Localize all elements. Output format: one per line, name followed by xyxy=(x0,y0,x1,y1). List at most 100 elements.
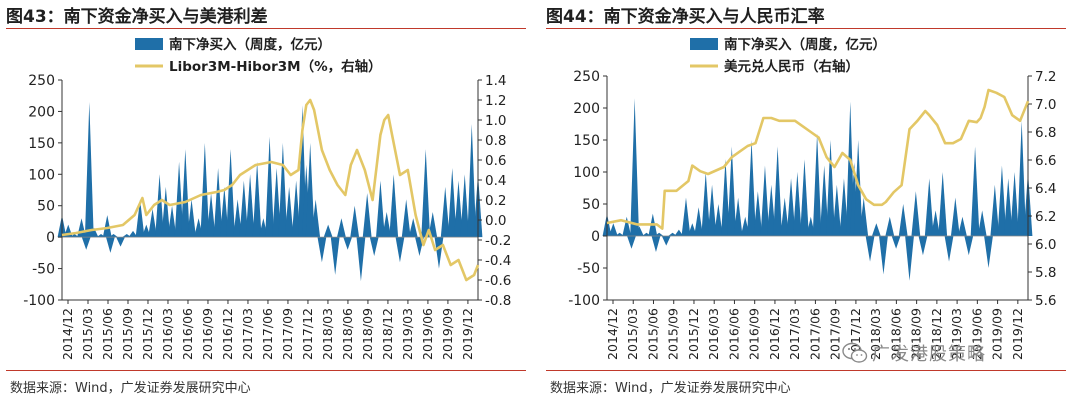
bar xyxy=(167,205,177,238)
x-tick-label: 2016/06 xyxy=(180,308,195,360)
bar xyxy=(687,223,697,236)
bar xyxy=(668,232,677,236)
x-tick-label: 2019/09 xyxy=(440,308,455,360)
title-divider xyxy=(546,28,1066,29)
bar xyxy=(284,186,294,238)
x-tick-label: 2018/06 xyxy=(888,308,903,360)
x-tick-label: 2017/03 xyxy=(787,308,802,360)
bar xyxy=(608,223,618,236)
x-tick-label: 2016/03 xyxy=(706,308,721,360)
x-axis: 2014/12 2015/03 2015/06 2015/09 2015/12 2016/… xyxy=(60,299,478,360)
bar xyxy=(747,140,756,236)
source-note: 数据来源：Wind，广发证券发展研究中心 xyxy=(10,381,251,396)
bar xyxy=(984,236,993,268)
chart-title: 图44：南下资金净买入与人民币汇率 xyxy=(546,7,825,27)
y-tick-label-left: 150 xyxy=(573,133,600,149)
bar xyxy=(871,223,881,236)
x-tick-label: 2017/06 xyxy=(807,308,822,360)
bar xyxy=(707,184,717,236)
y-tick-label-left: 250 xyxy=(573,69,600,85)
bar xyxy=(148,208,157,238)
x-tick-label: 2016/03 xyxy=(160,308,175,360)
x-tick-label: 2017/03 xyxy=(240,308,255,360)
chart-panel-right: 图44：南下资金净买入与人民币汇率 南下净买入（周度，亿元） 美元兑人民币（右轴）… xyxy=(540,0,1080,404)
bar xyxy=(786,178,796,236)
y-tick-label-left: -100 xyxy=(23,293,55,309)
y-tick-label-right: 7.0 xyxy=(1035,97,1056,113)
x-tick-label: 2017/06 xyxy=(260,308,275,360)
x-tick-label: 2015/09 xyxy=(120,308,135,360)
bar xyxy=(226,149,235,238)
y-tick-label-right: 0.2 xyxy=(485,193,506,209)
bar xyxy=(885,216,895,236)
x-tick-label: 2018/09 xyxy=(909,308,924,360)
legend-label: 南下净买入（周度，亿元） xyxy=(169,36,331,53)
x-tick-label: 2019/09 xyxy=(990,308,1005,360)
y-tick-label-left: -50 xyxy=(32,262,55,278)
bar xyxy=(395,237,405,263)
bar xyxy=(317,237,327,263)
bar xyxy=(812,133,822,236)
bar xyxy=(832,184,842,236)
x-tick-label: 2019/03 xyxy=(400,308,415,360)
y-tick-label-left: 100 xyxy=(573,165,600,181)
bar xyxy=(958,216,967,236)
x-tick-label: 2018/09 xyxy=(360,308,375,360)
bar xyxy=(200,142,210,238)
bar xyxy=(350,205,360,238)
y-tick-label-left: 150 xyxy=(28,136,55,152)
y-tick-label-right: 1.4 xyxy=(485,73,506,89)
bar xyxy=(627,236,636,249)
bar xyxy=(460,174,470,238)
bar xyxy=(343,237,353,250)
bar xyxy=(819,165,829,236)
bar xyxy=(219,186,229,238)
bar xyxy=(440,186,450,238)
bar xyxy=(109,234,118,238)
bar xyxy=(964,236,974,256)
bar xyxy=(233,199,243,238)
bar xyxy=(911,191,921,236)
bar xyxy=(990,184,1000,236)
bar xyxy=(773,146,783,236)
legend: 南下净买入（周度，亿元） Libor3M-Hibor3M（%，右轴） xyxy=(135,36,382,75)
bar xyxy=(727,146,737,236)
bar xyxy=(997,165,1007,236)
bar xyxy=(265,136,275,238)
y-tick-label-right: 6.0 xyxy=(1035,237,1056,253)
bar xyxy=(800,159,809,236)
y-tick-label-right: 0.4 xyxy=(485,173,506,189)
y-tick-label-left: 0 xyxy=(591,229,600,245)
bar xyxy=(323,224,333,238)
bar xyxy=(753,191,763,236)
x-tick-label: 2015/03 xyxy=(625,308,640,360)
bar xyxy=(252,161,262,238)
bar xyxy=(853,140,863,236)
y-tick-label-left: -50 xyxy=(577,261,600,277)
bar xyxy=(311,199,321,238)
x-tick-label: 2019/12 xyxy=(460,308,475,360)
legend-label: Libor3M-Hibor3M（%，右轴） xyxy=(169,58,382,75)
y-axis-left: -100 -50 0 50 100 150 200 250 xyxy=(23,73,63,309)
bar xyxy=(84,102,94,238)
bar xyxy=(931,210,940,236)
bar xyxy=(905,236,914,281)
x-tick-label: 2016/12 xyxy=(220,308,235,360)
bar xyxy=(1017,120,1027,236)
y-tick-label-left: 200 xyxy=(28,104,55,120)
legend-swatch-bar xyxy=(135,38,163,50)
y-tick-label-right: 1.0 xyxy=(485,113,506,129)
x-tick-label: 2017/12 xyxy=(300,308,315,360)
y-tick-label-left: 0 xyxy=(46,230,55,246)
y-tick-label-left: -100 xyxy=(568,293,600,309)
y-tick-label-right: 5.8 xyxy=(1035,265,1056,281)
bar xyxy=(434,237,444,269)
x-tick-label: 2016/09 xyxy=(200,308,215,360)
legend-label: 南下净买入（周度，亿元） xyxy=(724,36,886,53)
bar xyxy=(944,236,954,262)
bar xyxy=(454,180,463,238)
x-tick-label: 2016/09 xyxy=(747,308,762,360)
watermark: 广发港股策略 xyxy=(842,338,986,368)
line-series xyxy=(606,88,1030,230)
bar xyxy=(376,180,385,238)
